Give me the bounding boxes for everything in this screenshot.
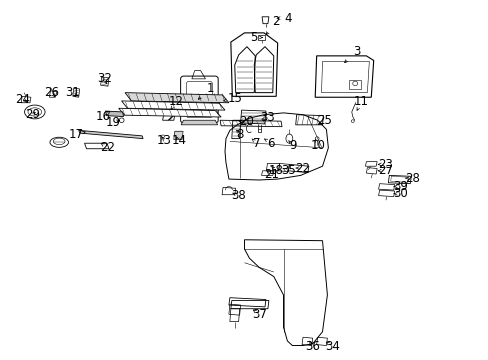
Text: 12: 12 xyxy=(168,95,183,108)
Text: 16: 16 xyxy=(95,110,110,123)
Text: 33: 33 xyxy=(260,111,275,124)
Text: 29: 29 xyxy=(25,108,40,121)
Text: 2: 2 xyxy=(272,15,279,28)
Text: 25: 25 xyxy=(317,114,332,127)
Text: 22: 22 xyxy=(295,162,310,175)
Text: 35: 35 xyxy=(281,164,295,177)
Text: 30: 30 xyxy=(392,187,407,200)
Text: 18: 18 xyxy=(268,164,283,177)
Text: 22: 22 xyxy=(100,141,115,154)
Text: 32: 32 xyxy=(97,72,112,85)
Text: 3: 3 xyxy=(352,45,360,58)
Text: 11: 11 xyxy=(353,95,368,108)
Polygon shape xyxy=(105,111,123,117)
Text: 4: 4 xyxy=(284,12,291,25)
Polygon shape xyxy=(122,101,224,110)
Text: 24: 24 xyxy=(15,93,30,105)
Text: 37: 37 xyxy=(251,308,266,321)
Text: 27: 27 xyxy=(378,164,393,177)
Text: 26: 26 xyxy=(44,86,59,99)
Text: 10: 10 xyxy=(309,139,325,152)
Text: 28: 28 xyxy=(405,172,419,185)
Text: 6: 6 xyxy=(267,137,275,150)
Text: 1: 1 xyxy=(206,82,214,95)
Polygon shape xyxy=(181,120,217,125)
Text: 36: 36 xyxy=(305,340,320,353)
Text: 9: 9 xyxy=(289,139,296,152)
Text: 34: 34 xyxy=(324,340,339,353)
Text: 14: 14 xyxy=(171,134,186,148)
Text: 21: 21 xyxy=(264,168,278,181)
Bar xyxy=(258,35,264,40)
Polygon shape xyxy=(119,108,221,117)
Polygon shape xyxy=(79,130,143,139)
Text: 39: 39 xyxy=(392,180,407,193)
Text: 5: 5 xyxy=(250,31,257,44)
Text: 17: 17 xyxy=(69,127,83,140)
Text: 23: 23 xyxy=(378,158,392,171)
Text: 38: 38 xyxy=(231,189,245,202)
Text: 31: 31 xyxy=(65,86,80,99)
Text: 7: 7 xyxy=(252,137,260,150)
Polygon shape xyxy=(125,93,228,103)
Text: 20: 20 xyxy=(239,114,254,128)
Text: 15: 15 xyxy=(227,92,242,105)
Text: 13: 13 xyxy=(156,134,171,148)
Text: 8: 8 xyxy=(235,127,243,140)
Text: 19: 19 xyxy=(105,116,120,129)
